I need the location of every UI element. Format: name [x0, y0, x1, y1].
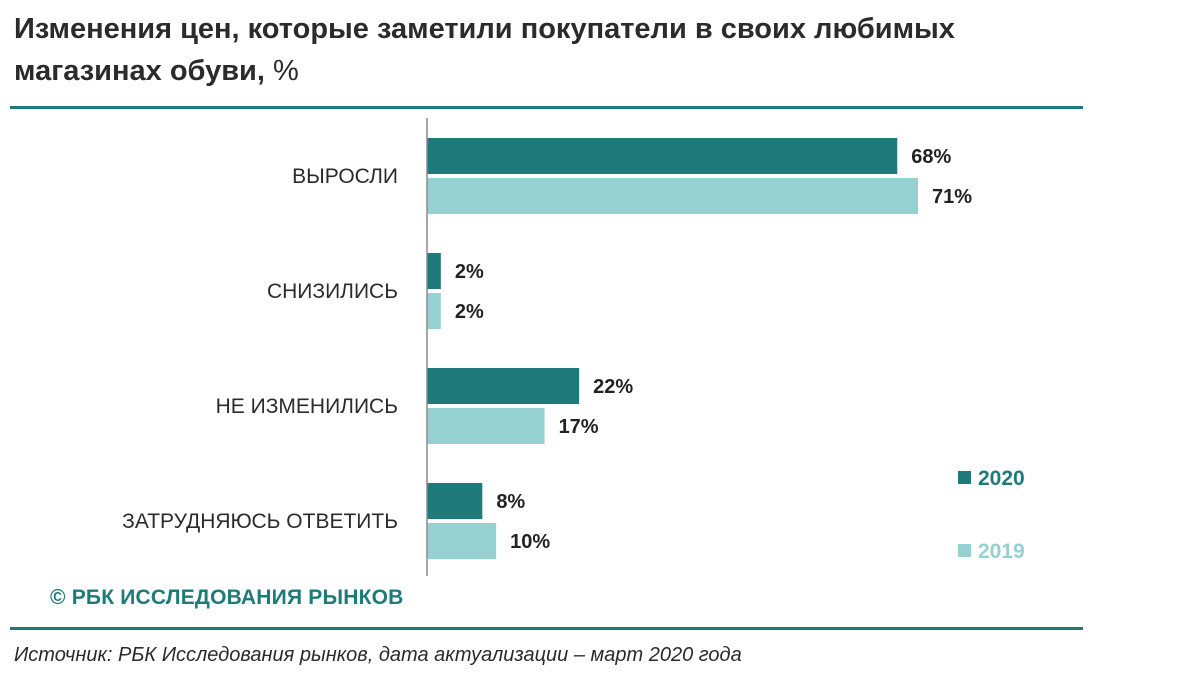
data-label: 2%: [455, 301, 484, 323]
bar-2019-4: [427, 523, 497, 559]
top-divider: [10, 106, 1083, 109]
bar-2019-2: [427, 293, 441, 329]
legend-swatch-2019: [958, 544, 971, 557]
category-label: НЕ ИЗМЕНИЛИСЬ: [216, 395, 398, 418]
bar-2020-4: [427, 483, 483, 519]
data-label: 8%: [496, 491, 525, 513]
bar-2019-1: [427, 178, 918, 214]
legend-swatch-2020: [958, 471, 971, 484]
data-label: 68%: [911, 146, 951, 168]
bar-2020-3: [427, 368, 580, 404]
data-label: 17%: [559, 416, 599, 438]
data-label: 71%: [932, 186, 972, 208]
bar-2019-3: [427, 408, 545, 444]
bar-2020-1: [427, 138, 898, 174]
category-label: ЗАТРУДНЯЮСЬ ОТВЕТИТЬ: [122, 510, 398, 533]
bar-2020-2: [427, 253, 441, 289]
bottom-divider: [10, 627, 1083, 630]
chart-title-unit: %: [272, 55, 299, 87]
legend-label-2019: 2019: [978, 540, 1025, 563]
category-label: ВЫРОСЛИ: [292, 165, 398, 188]
bar-chart: ВЫРОСЛИ 68% 71% СНИЗИЛИСЬ 2% 2% НЕ ИЗМЕНИЛИСЬ 2…: [122, 118, 1025, 576]
chart-title: Изменения цен, которые заметили покупате…: [14, 8, 1074, 92]
chart-title-text: Изменения цен, которые заметили покупате…: [14, 13, 955, 87]
data-label: 10%: [510, 531, 550, 553]
category-label: СНИЗИЛИСЬ: [267, 280, 398, 303]
copyright-label: © РБК ИССЛЕДОВАНИЯ РЫНКОВ: [50, 586, 404, 609]
legend-label-2020: 2020: [978, 467, 1025, 490]
source-note: Источник: РБК Исследования рынков, дата …: [14, 644, 742, 666]
data-label: 22%: [593, 376, 633, 398]
data-label: 2%: [455, 261, 484, 283]
